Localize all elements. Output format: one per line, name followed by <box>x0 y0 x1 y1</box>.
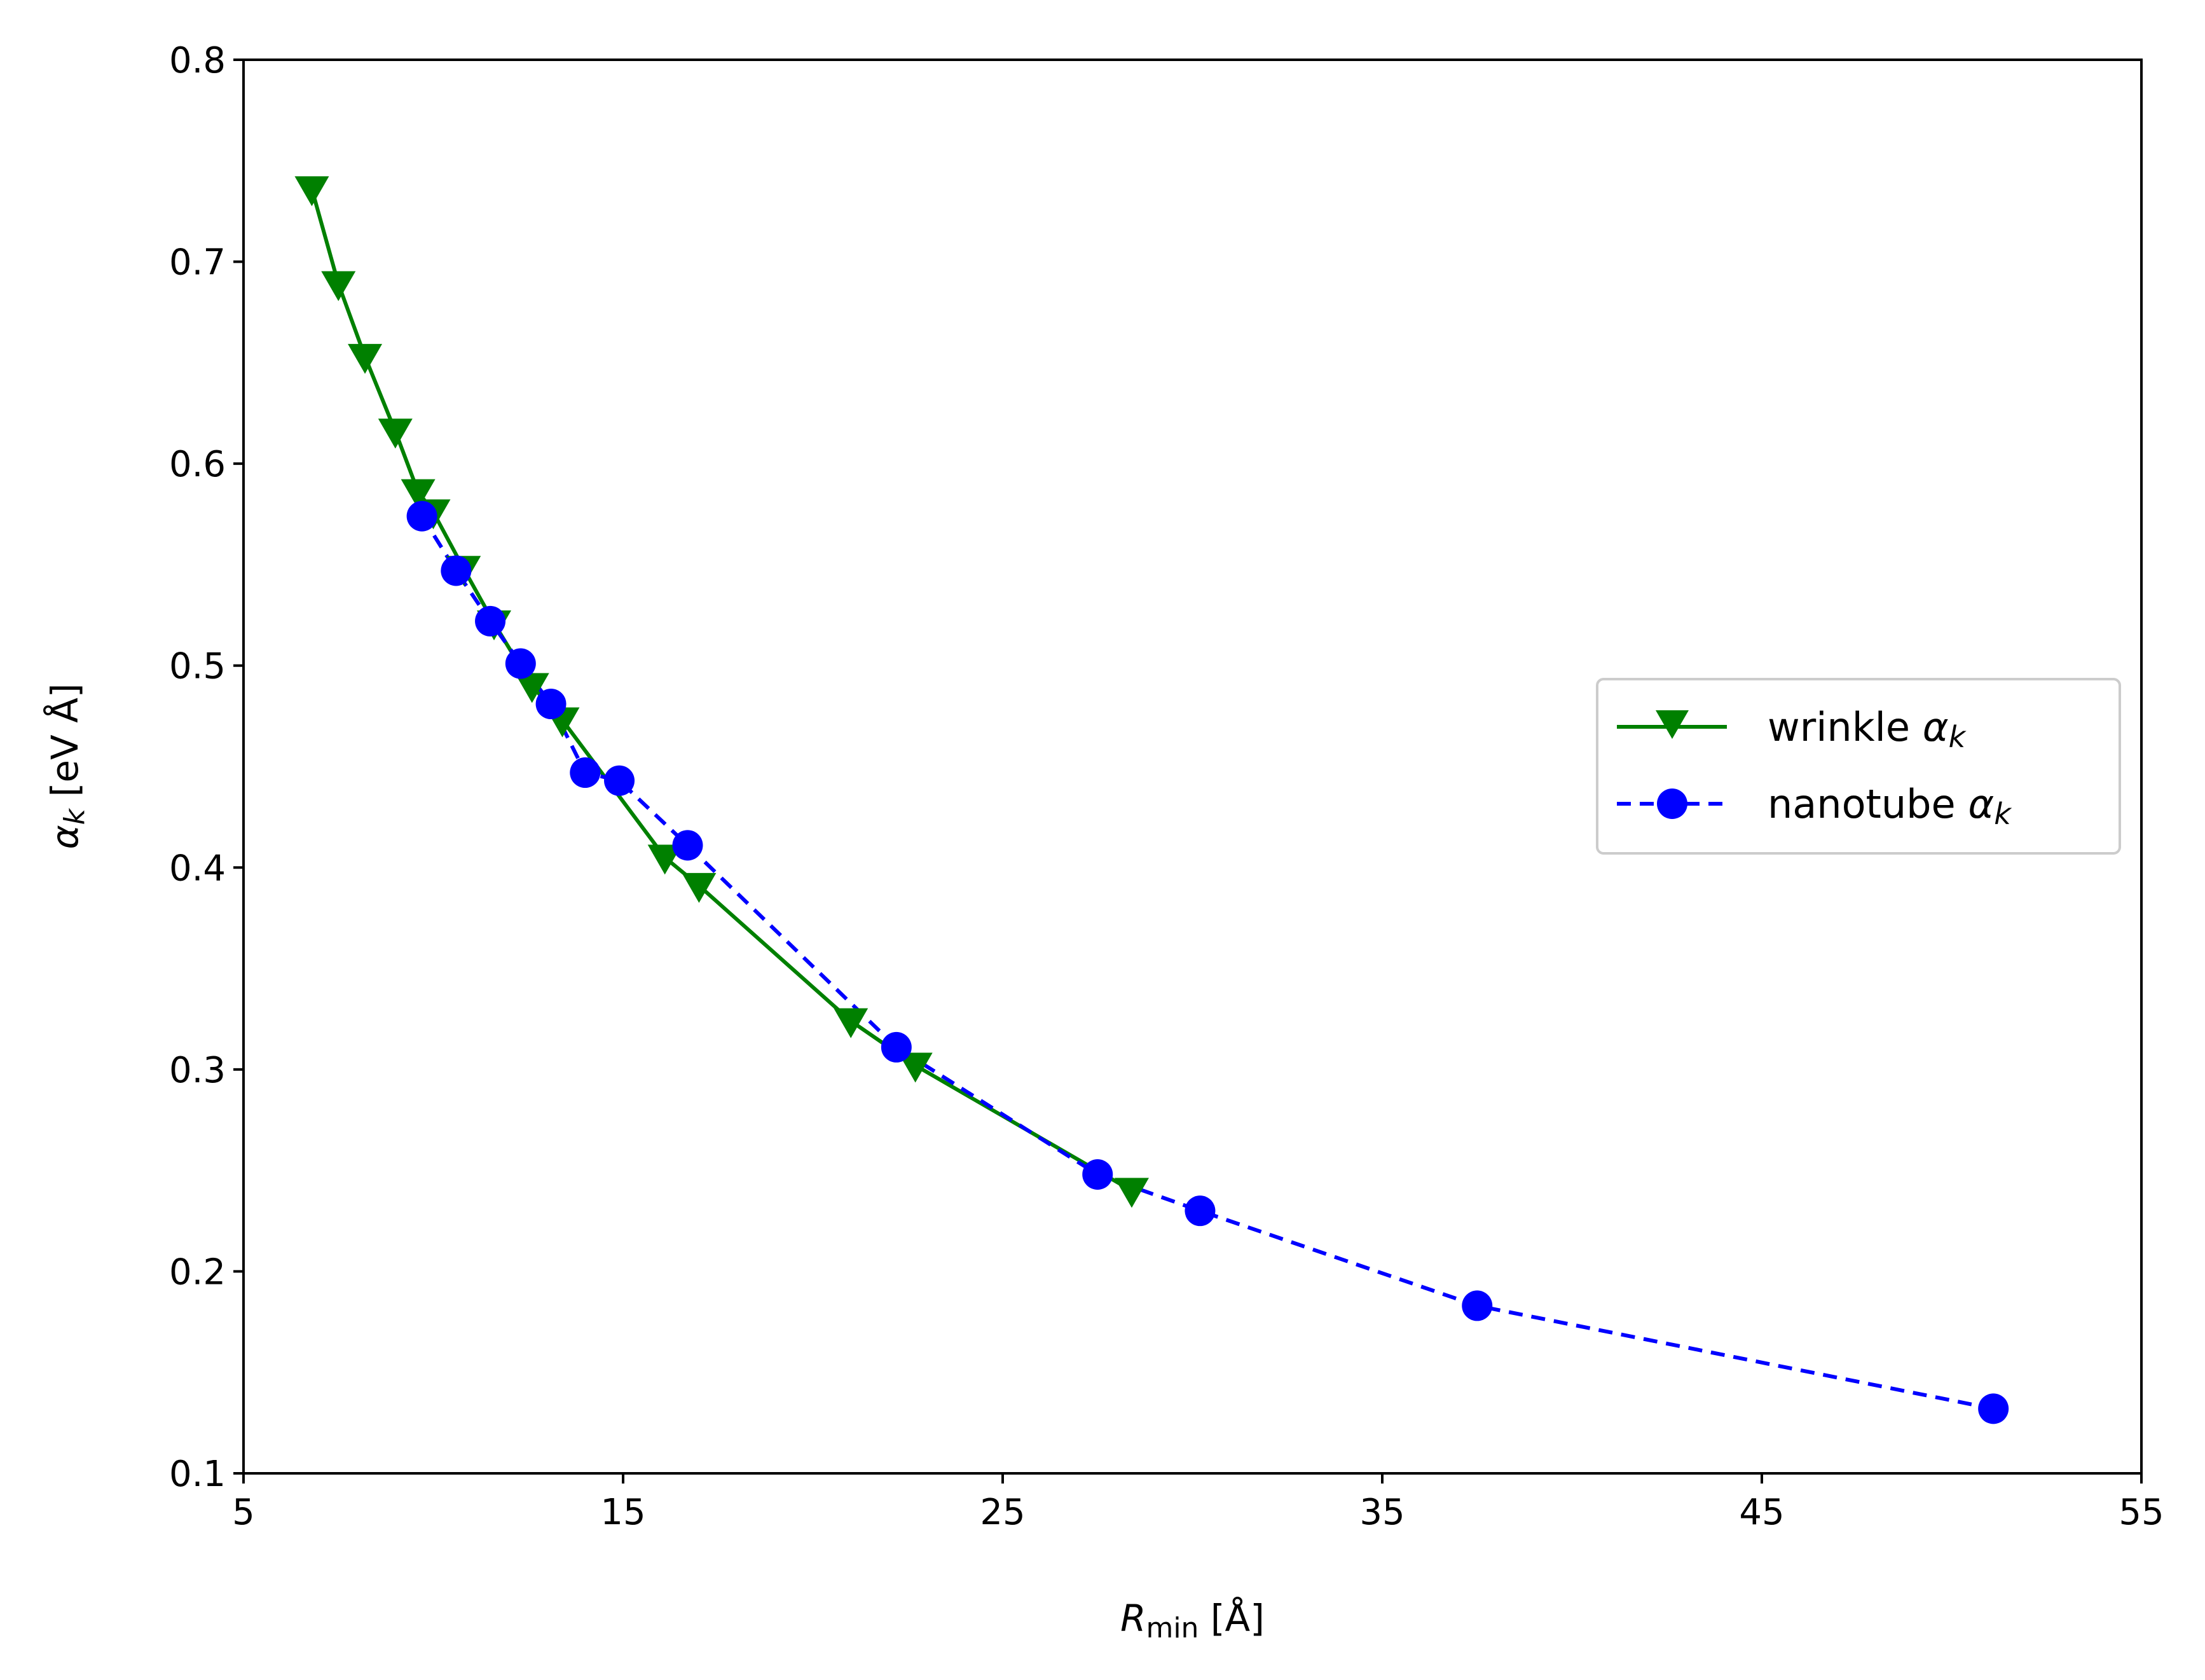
nanotube-point <box>535 689 567 720</box>
nanotube-point <box>1185 1195 1216 1227</box>
nanotube-point <box>881 1031 912 1063</box>
x-tick-label: 35 <box>1359 1492 1405 1533</box>
y-tick-label: 0.2 <box>169 1251 226 1293</box>
legend-entry-nanotube: nanotube αk <box>1617 781 2012 831</box>
legend-wrinkle-label: wrinkle αk <box>1768 704 1967 754</box>
nanotube-point <box>1978 1393 2009 1424</box>
wrinkle-point <box>834 1008 869 1038</box>
wrinkle-point <box>682 872 717 903</box>
nanotube-point <box>406 500 437 532</box>
x-tick-label: 55 <box>2119 1492 2164 1533</box>
nanotube-point <box>441 555 472 586</box>
nanotube-point <box>1462 1290 1493 1321</box>
x-axis-ticks: 5 15 25 35 45 55 <box>232 1473 2164 1533</box>
y-axis-label: αk [eV Å] <box>43 684 91 850</box>
y-tick-label: 0.4 <box>169 848 226 889</box>
legend-wrinkle-marker <box>1656 710 1689 739</box>
nanotube-point <box>672 830 703 861</box>
y-tick-label: 0.6 <box>169 444 226 485</box>
plot-frame <box>242 59 2143 1475</box>
y-tick-label: 0.8 <box>169 40 226 81</box>
legend-entry-wrinkle: wrinkle αk <box>1617 704 1967 754</box>
wrinkle-point <box>321 271 356 301</box>
y-tick-label: 0.1 <box>169 1454 226 1495</box>
wrinkle-point <box>378 418 413 449</box>
x-tick-label: 15 <box>600 1492 645 1533</box>
wrinkle-point <box>348 343 383 374</box>
legend-nanotube-marker <box>1657 788 1687 819</box>
y-tick-label: 0.3 <box>169 1050 226 1091</box>
x-tick-label: 45 <box>1739 1492 1784 1533</box>
x-tick-label: 25 <box>980 1492 1025 1533</box>
nanotube-point <box>1082 1159 1113 1190</box>
wrinkle-point <box>1114 1178 1149 1208</box>
nanotube-point <box>570 757 601 788</box>
wrinkle-point <box>898 1052 933 1083</box>
legend-box <box>1596 678 2121 855</box>
x-axis-label: Rmin [Å] <box>1120 1596 1265 1644</box>
x-tick-label: 5 <box>232 1492 255 1533</box>
nanotube-point <box>475 605 506 637</box>
plot-markers <box>294 176 2009 1424</box>
legend-nanotube-label: nanotube αk <box>1768 781 2012 831</box>
y-tick-label: 0.7 <box>169 242 226 284</box>
wrinkle-point <box>401 479 436 509</box>
y-axis-ticks: 0.1 0.2 0.3 0.4 0.5 0.6 0.7 0.8 <box>169 40 244 1495</box>
wrinkle-point <box>294 176 329 207</box>
wrinkle-point <box>514 673 549 703</box>
nanotube-point <box>604 765 635 796</box>
y-tick-label: 0.5 <box>169 646 226 687</box>
legend: wrinkle αk nanotube αk <box>1596 678 2121 855</box>
nanotube-point <box>505 648 536 679</box>
wrinkle-point <box>647 844 682 875</box>
